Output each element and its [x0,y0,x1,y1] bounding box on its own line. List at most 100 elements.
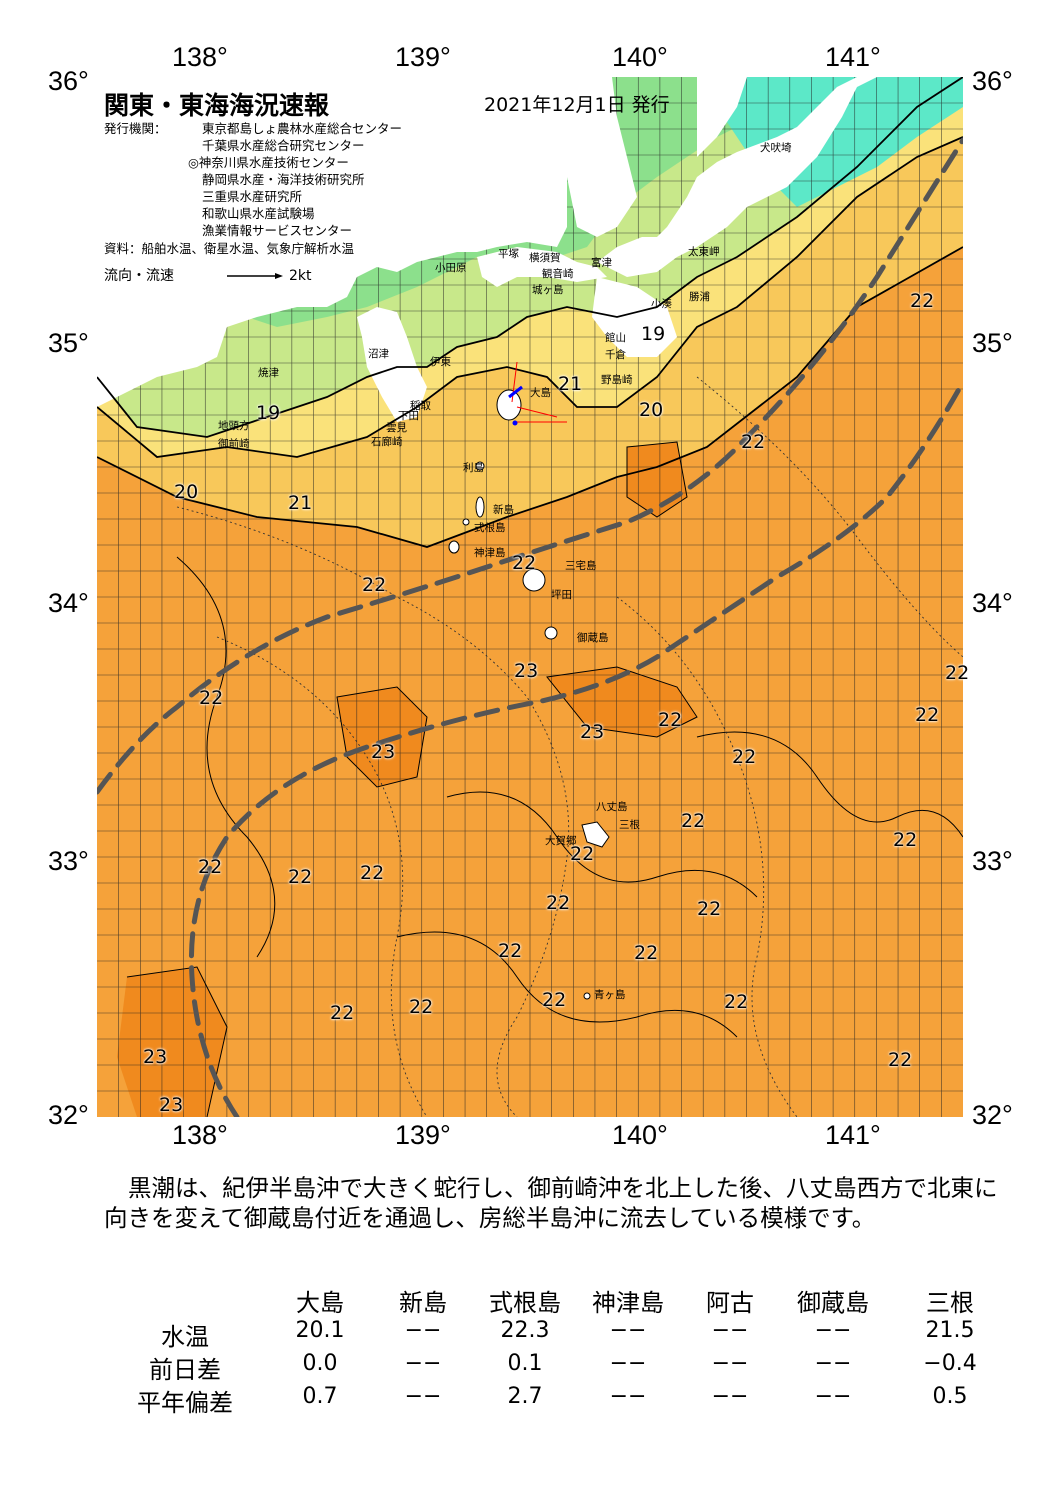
island-miyakejima [522,568,546,592]
temp-label: 22 [199,687,224,709]
lon-label-bottom-139: 139° [395,1120,451,1150]
lat-label-left-34: 34° [48,588,89,618]
table-cell: 21.5 [925,1318,975,1343]
table-column-header: 御蔵島 [797,1289,869,1317]
place-label: 雲見 [386,422,407,434]
lon-label-top-138: 138° [172,42,228,72]
temp-label: 22 [945,662,970,684]
land-tokyo-bay-area [567,77,637,237]
kuroshio-axis-main [97,137,963,795]
place-label: 地頭方 [218,420,250,432]
temp-label: 22 [910,290,935,312]
place-label: 千倉 [605,349,626,361]
place-label: 八丈島 [596,801,628,813]
place-label: 御前崎 [218,438,250,450]
lon-label-top-139: 139° [395,42,451,72]
table-cell: −− [711,1318,749,1343]
agency-4: 静岡県水産・海洋技術研究所 [202,172,365,187]
temp-label: 22 [362,574,387,596]
place-label: 沼津 [368,348,389,360]
table-cell: 20.1 [295,1318,345,1343]
table-column-header: 大島 [296,1289,344,1317]
temp-label: 19 [256,402,281,424]
place-label: 式根島 [474,522,506,534]
temp-label: 23 [159,1094,184,1116]
lon-label-top-141: 141° [825,42,881,72]
place-label: 犬吠埼 [760,142,792,154]
agency-3: ◎神奈川県水産技術センター [188,155,349,170]
lat-label-right-32: 32° [972,1100,1013,1130]
place-label: 館山 [605,332,626,344]
table-column-header: 神津島 [592,1289,664,1317]
place-label: 富津 [591,257,612,269]
temp-label: 22 [288,866,313,888]
data-sources: 資料：船舶水温、衛星水温、気象庁解析水温 [104,241,355,256]
place-label: 太東岬 [688,246,720,258]
temp-label: 22 [697,898,722,920]
place-label: 城ヶ島 [532,284,564,296]
kuroshio-axis [97,137,963,1117]
current-legend-unit: 2kt [289,268,312,284]
issue-date: 2021年12月1日 発行 [484,94,670,116]
place-label: 青ヶ島 [594,989,626,1001]
temp-label: 22 [724,991,749,1013]
agency-1: 東京都島しょ農林水産総合センター [202,121,403,136]
table-column-header: 阿古 [706,1289,754,1317]
lat-label-left-36: 36° [48,66,89,96]
table-cell: −− [711,1384,749,1409]
temp-label: 22 [512,552,537,574]
temp-label: 21 [288,492,313,514]
lat-label-right-35: 35° [972,328,1013,358]
table-cell: 0.1 [507,1351,543,1376]
lat-label-left-35: 35° [48,328,89,358]
lon-label-top-140: 140° [612,42,668,72]
lat-label-left-33: 33° [48,846,89,876]
lat-label-right-36: 36° [972,66,1013,96]
temp-label: 22 [741,431,766,453]
agency-5: 三重県水産研究所 [202,189,303,204]
land-chiba-east [697,77,747,157]
table-column-header: 式根島 [489,1289,561,1317]
sea-temperature-map [97,77,963,1117]
temp-label: 22 [732,746,757,768]
lat-label-right-33: 33° [972,846,1013,876]
place-label: 観音崎 [542,268,574,280]
place-label: 新島 [493,504,514,516]
temp-label: 20 [174,481,199,503]
island-niijima [475,496,485,518]
temp-label: 22 [634,942,659,964]
table-cell: 22.3 [500,1318,550,1343]
island-toshima [475,461,485,471]
temp-label: 22 [658,709,683,731]
isotherms-thin [126,441,963,1117]
place-label: 御蔵島 [577,632,609,644]
island-shikinejima [462,518,470,526]
agency-7: 漁業情報サービスセンター [202,223,353,238]
sea-region-23b [547,667,697,737]
table-cell: −0.4 [923,1351,977,1376]
depth-contours [176,376,963,1117]
island-oshima [496,389,522,421]
place-label: 平塚 [498,248,519,260]
land-izu-tip [357,307,427,422]
temp-label: 22 [198,856,223,878]
table-column-header: 新島 [399,1289,447,1317]
place-label: 利島 [463,462,484,474]
table-cell: −− [814,1351,852,1376]
sea-region-23c [117,967,227,1117]
table-cell: 0.7 [302,1384,338,1409]
island-hachijojima [581,821,610,848]
agencies-label: 発行機関： [104,121,167,136]
agency-6: 和歌山県水産試験場 [202,206,315,221]
place-label: 野島崎 [601,374,633,386]
agency-2: 千葉県水産総合研究センター [202,138,365,153]
temp-label: 22 [888,1049,913,1071]
place-label: 三宅島 [565,560,597,572]
temp-label: 22 [570,843,595,865]
table-row-label: 水温 [161,1323,209,1351]
temp-label: 22 [330,1002,355,1024]
land-sagami-coast [477,247,607,287]
lat-label-left-32: 32° [48,1100,89,1130]
place-label: 勝浦 [689,291,710,303]
table-cell: −− [609,1318,647,1343]
